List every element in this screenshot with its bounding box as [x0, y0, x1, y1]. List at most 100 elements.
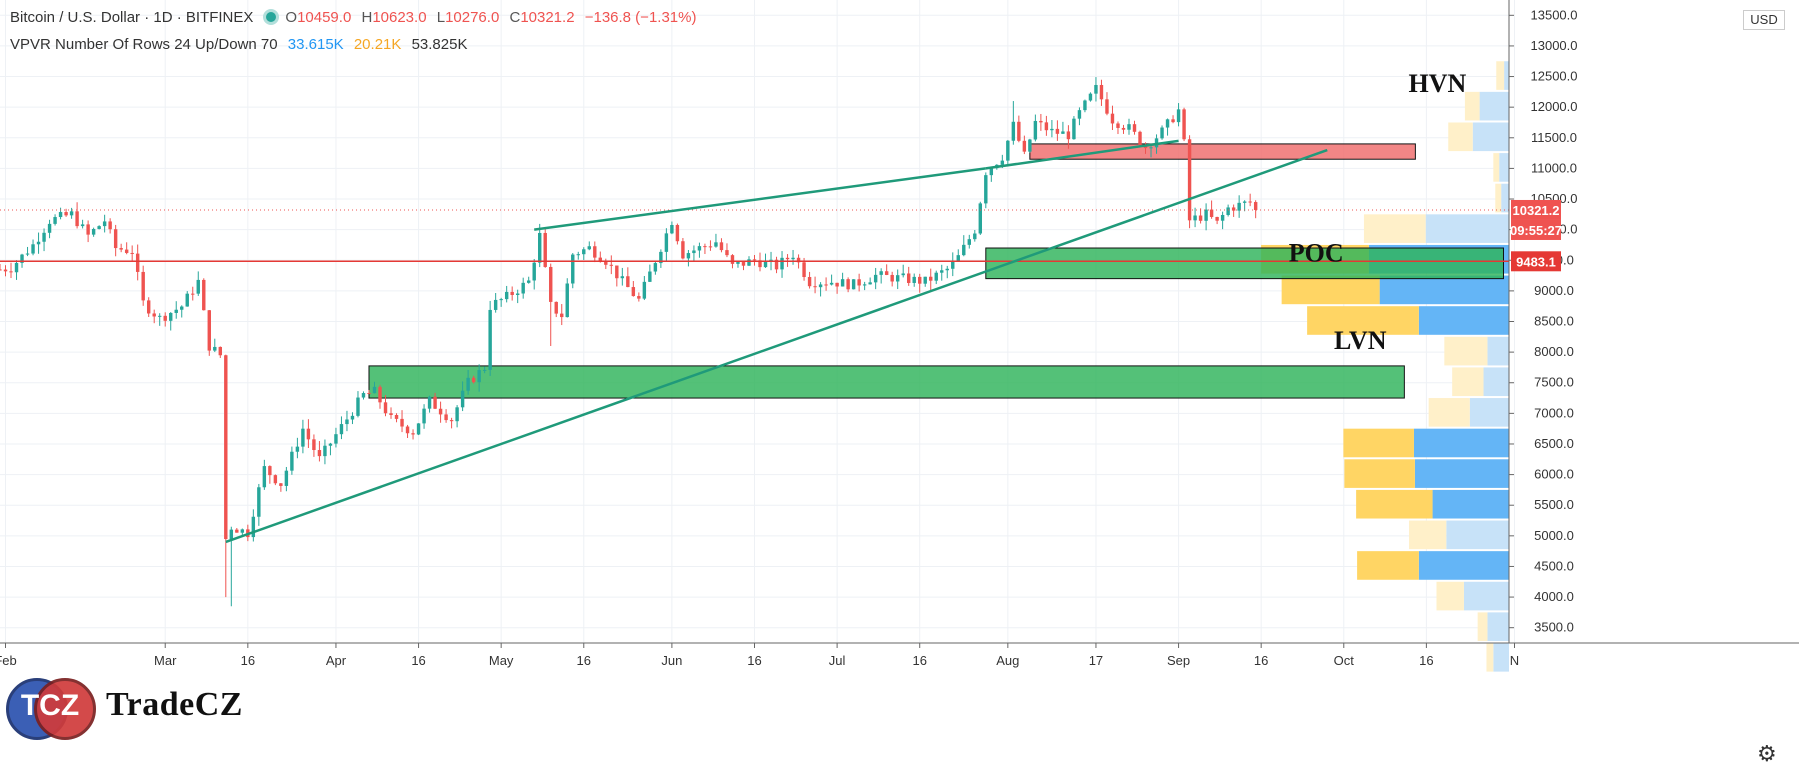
- brand-logo: TCZ TradeCZ: [6, 678, 246, 740]
- candle-body: [989, 168, 994, 176]
- candle-body: [1028, 139, 1032, 152]
- candle-body: [427, 396, 432, 409]
- candle-body: [1253, 202, 1258, 210]
- y-tick-label: 4000.0: [1534, 589, 1574, 604]
- countdown-tag: 09:55:27: [1510, 223, 1562, 238]
- vp-bar-down: [1409, 520, 1447, 550]
- candle-body: [1121, 127, 1126, 130]
- candle-body: [295, 446, 300, 452]
- vp-bar-down: [1356, 489, 1433, 519]
- candle-body: [1061, 131, 1065, 134]
- candle-body: [108, 221, 112, 230]
- candle-body: [202, 279, 206, 311]
- candle-body: [460, 390, 465, 408]
- candle-body: [730, 255, 735, 264]
- total-volume: 53.825K: [411, 36, 468, 53]
- candle-body: [664, 233, 669, 252]
- candle-body: [339, 424, 344, 435]
- candle-body: [378, 386, 382, 403]
- candle-body: [593, 246, 597, 258]
- y-tick-label: 7500.0: [1534, 375, 1574, 390]
- candle-body: [1226, 207, 1230, 215]
- symbol-title[interactable]: Bitcoin / U.S. Dollar · 1D · BITFINEX: [10, 9, 254, 26]
- x-tick-label: 16: [912, 653, 926, 668]
- candle-body: [224, 355, 228, 540]
- candle-body: [526, 280, 531, 283]
- candle-body: [383, 402, 388, 414]
- candle-body: [367, 393, 371, 395]
- trendline: [534, 167, 986, 231]
- line-price-tag: 9483.1: [1516, 254, 1556, 269]
- candles: [0, 77, 1258, 607]
- settings-gear-icon[interactable]: ⚙: [1757, 741, 1777, 766]
- x-tick-label: 17: [1089, 653, 1103, 668]
- y-tick-label: 6500.0: [1534, 436, 1574, 451]
- candle-body: [769, 259, 773, 262]
- candle-body: [47, 223, 52, 233]
- candle-body: [719, 242, 724, 251]
- logo-monogram: TCZ: [20, 689, 80, 722]
- close-label: C: [509, 9, 521, 26]
- open-value: 10459.0: [297, 9, 352, 26]
- candle-body: [1237, 202, 1241, 211]
- candle-body: [14, 262, 19, 273]
- candle-body: [301, 428, 305, 447]
- vp-bar-up: [1418, 551, 1509, 580]
- indicator-legend[interactable]: VPVR Number Of Rows 24 Up/Down 70 33.615…: [10, 36, 473, 53]
- candle-body: [725, 250, 729, 256]
- vp-bar-down: [1363, 214, 1426, 243]
- candle-body: [69, 211, 74, 216]
- candle-body: [124, 249, 129, 253]
- candle-body: [862, 284, 867, 286]
- candle-body: [361, 393, 366, 398]
- candle-body: [1094, 84, 1098, 94]
- vp-bar-down: [1495, 183, 1502, 213]
- candle-body: [708, 246, 713, 248]
- candle-body: [1127, 124, 1131, 130]
- candle-body: [444, 414, 448, 421]
- candle-body: [191, 293, 195, 295]
- y-tick-label: 12000.0: [1531, 99, 1578, 114]
- x-tick-label: Jul: [829, 653, 846, 668]
- currency-button[interactable]: USD: [1743, 10, 1785, 30]
- candle-body: [1033, 120, 1038, 140]
- candle-body: [1215, 216, 1219, 221]
- candle-body: [284, 470, 289, 486]
- y-tick-label: 8500.0: [1534, 314, 1574, 329]
- candle-body: [251, 516, 256, 538]
- vp-bar-down: [1428, 398, 1470, 427]
- candle-body: [851, 279, 856, 290]
- candle-body: [433, 396, 437, 409]
- candle-body: [75, 211, 79, 227]
- annotation-hvn: HVN: [1409, 69, 1467, 98]
- candle-body: [1000, 160, 1005, 165]
- candle-body: [488, 309, 492, 370]
- candle-body: [549, 266, 553, 302]
- candle-body: [576, 254, 580, 256]
- candle-body: [813, 286, 817, 288]
- candle-body: [3, 269, 8, 272]
- candle-body: [169, 312, 173, 321]
- candle-body: [185, 293, 189, 307]
- candle-body: [438, 408, 443, 415]
- candle-body: [207, 310, 211, 351]
- candle-body: [394, 414, 399, 419]
- drawings: [0, 139, 1509, 544]
- zones: [368, 143, 1504, 399]
- vp-bar-up: [1483, 367, 1509, 397]
- candle-body: [97, 226, 101, 229]
- candle-body: [317, 450, 322, 457]
- x-tick-label: Jun: [661, 653, 682, 668]
- candle-body: [130, 252, 134, 254]
- candle-body: [323, 445, 327, 457]
- vp-bar-down: [1281, 275, 1380, 305]
- candle-body: [1055, 128, 1060, 134]
- candle-body: [477, 370, 481, 383]
- candle-body: [802, 262, 806, 278]
- vp-bar-up: [1499, 153, 1509, 182]
- candle-body: [262, 466, 267, 488]
- x-tick-label: Feb: [0, 653, 17, 668]
- candle-body: [873, 274, 878, 283]
- candle-body: [400, 418, 404, 427]
